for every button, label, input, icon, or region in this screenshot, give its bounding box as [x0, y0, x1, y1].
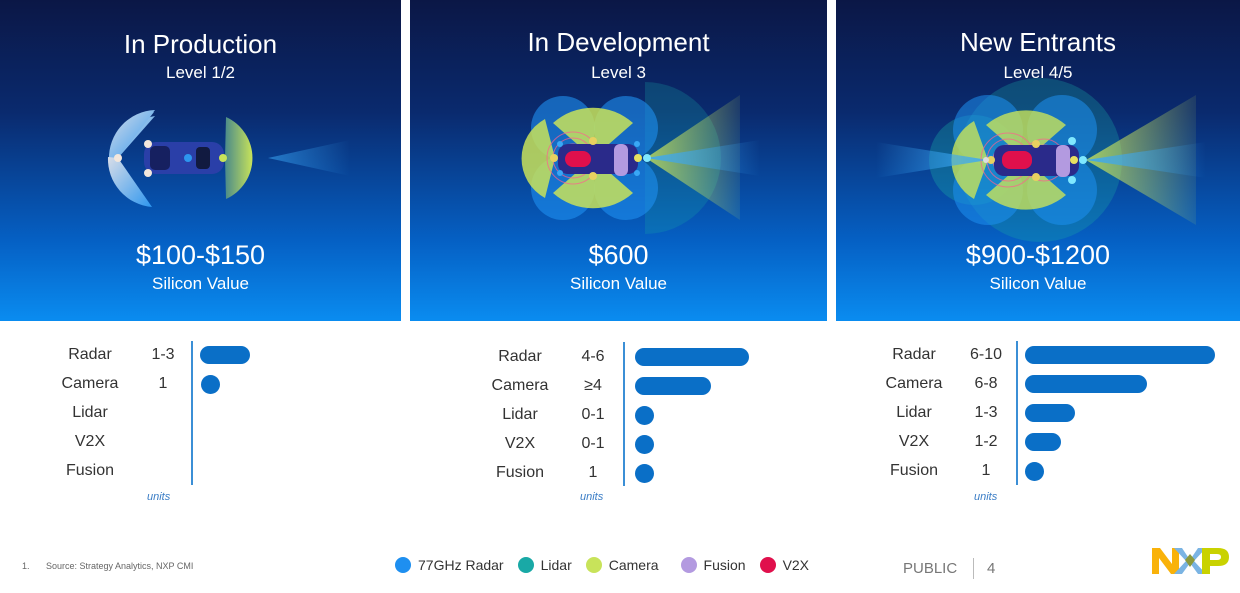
sensor-units: 6-8	[974, 375, 998, 392]
sensor-units: 1-3	[151, 346, 175, 363]
chart-axis	[191, 341, 193, 485]
bar	[1025, 433, 1061, 451]
footnote-text: Source: Strategy Analytics, NXP CMI	[46, 561, 194, 571]
legend-item-fusion: Fusion	[680, 557, 746, 573]
sensor-units: 1	[588, 464, 598, 481]
silicon-value: $100-$150	[135, 240, 266, 270]
sensor-label: Camera	[885, 375, 943, 392]
silicon-value-label: Silicon Value	[569, 274, 668, 293]
sensor-label: Lidar	[502, 406, 538, 423]
sensor-label: Lidar	[896, 404, 932, 421]
panel-level: Level 1/2	[166, 63, 235, 82]
fusion-color-dot-icon	[680, 557, 697, 573]
footnote-number: 1.	[22, 561, 30, 571]
car-sensor-illustration-level-4-5	[876, 78, 1206, 242]
units-label: units	[974, 491, 998, 503]
legend-item-radar: 77GHz Radar	[395, 557, 504, 573]
units-label: units	[147, 491, 171, 503]
bar	[201, 375, 220, 394]
chart-axis	[1016, 341, 1018, 485]
sensor-label: Radar	[498, 348, 542, 365]
legend: 77GHz Radar Lidar Camera Fusion V2X	[395, 555, 823, 575]
bar	[635, 348, 749, 366]
legend-label: V2X	[782, 557, 810, 573]
sensor-label: Fusion	[65, 462, 115, 479]
sensor-label: Fusion	[495, 464, 545, 481]
sensor-units: 1-2	[974, 433, 998, 450]
sensor-units: 0-1	[581, 406, 605, 423]
legend-item-camera: Camera	[585, 557, 659, 573]
sensor-label: Radar	[892, 346, 936, 363]
source-footnote: 1. Source: Strategy Analytics, NXP CMI	[22, 561, 193, 571]
bar	[1025, 462, 1044, 481]
silicon-value-label: Silicon Value	[151, 274, 250, 293]
sensor-units: 0-1	[581, 435, 605, 452]
sensor-units: 4-6	[581, 348, 605, 365]
panel-in-development: In Development Level 3 $600 Silicon V	[410, 0, 827, 321]
sensor-units: 6-10	[969, 346, 1003, 363]
units-label: units	[580, 491, 604, 503]
panel-title: In Development	[527, 27, 710, 57]
silicon-value: $600	[588, 240, 649, 270]
bar	[635, 406, 654, 425]
bar	[200, 346, 250, 364]
sensor-chart-new-entrants: Radar 6-10 Camera 6-8 Lidar 1-3 V2X 1-2 …	[830, 336, 1240, 511]
sensor-chart-in-production: Radar 1-3 Camera 1 Lidar V2X Fusion unit…	[0, 336, 410, 511]
panel-title: In Production	[123, 29, 278, 59]
panel-in-production: In Production Level 1/2 $100-$150 Silico…	[0, 0, 401, 321]
radar-color-dot-icon	[395, 557, 411, 573]
bar	[1025, 375, 1147, 393]
sensor-units: ≥4	[584, 377, 602, 394]
legend-item-v2x: V2X	[759, 557, 810, 573]
nxp-logo-icon	[1152, 548, 1229, 574]
silicon-value-label: Silicon Value	[989, 274, 1087, 293]
classification-label: PUBLIC	[903, 560, 958, 577]
sensor-label: V2X	[74, 433, 106, 450]
panel-level: Level 4/5	[1003, 63, 1073, 82]
panel-level: Level 3	[591, 63, 646, 82]
chart-axis	[623, 342, 625, 486]
car-sensor-illustration-level-1-2	[107, 110, 350, 207]
sensor-label: Camera	[61, 375, 119, 392]
bar	[635, 435, 654, 454]
panel-new-entrants: New Entrants Level 4/5	[836, 0, 1240, 321]
v2x-color-dot-icon	[759, 557, 776, 573]
footer-divider	[973, 558, 974, 579]
silicon-value: $900-$1200	[965, 240, 1111, 270]
legend-label: Camera	[608, 557, 659, 573]
camera-color-dot-icon	[585, 557, 602, 573]
sensor-chart-in-development: Radar 4-6 Camera ≥4 Lidar 0-1 V2X 0-1 Fu…	[410, 336, 830, 511]
bar	[635, 464, 654, 483]
car-sensor-illustration-level-3	[521, 82, 760, 234]
panel-title: New Entrants	[959, 27, 1117, 57]
page-number: 4	[987, 560, 996, 577]
sensor-label: Fusion	[889, 462, 939, 479]
bar	[635, 377, 711, 395]
bar	[1025, 346, 1215, 364]
lidar-color-dot-icon	[517, 557, 534, 573]
sensor-units: 1	[158, 375, 168, 392]
sensor-label: V2X	[504, 435, 536, 452]
bar	[1025, 404, 1075, 422]
sensor-label: Lidar	[72, 404, 108, 421]
sensor-units: 1-3	[974, 404, 998, 421]
legend-label: Fusion	[703, 557, 746, 573]
sensor-label: Radar	[68, 346, 112, 363]
legend-item-lidar: Lidar	[517, 557, 572, 573]
sensor-label: V2X	[898, 433, 930, 450]
sensor-units: 1	[981, 462, 991, 479]
legend-label: 77GHz Radar	[418, 557, 504, 573]
legend-label: Lidar	[540, 557, 572, 573]
sensor-label: Camera	[491, 377, 549, 394]
